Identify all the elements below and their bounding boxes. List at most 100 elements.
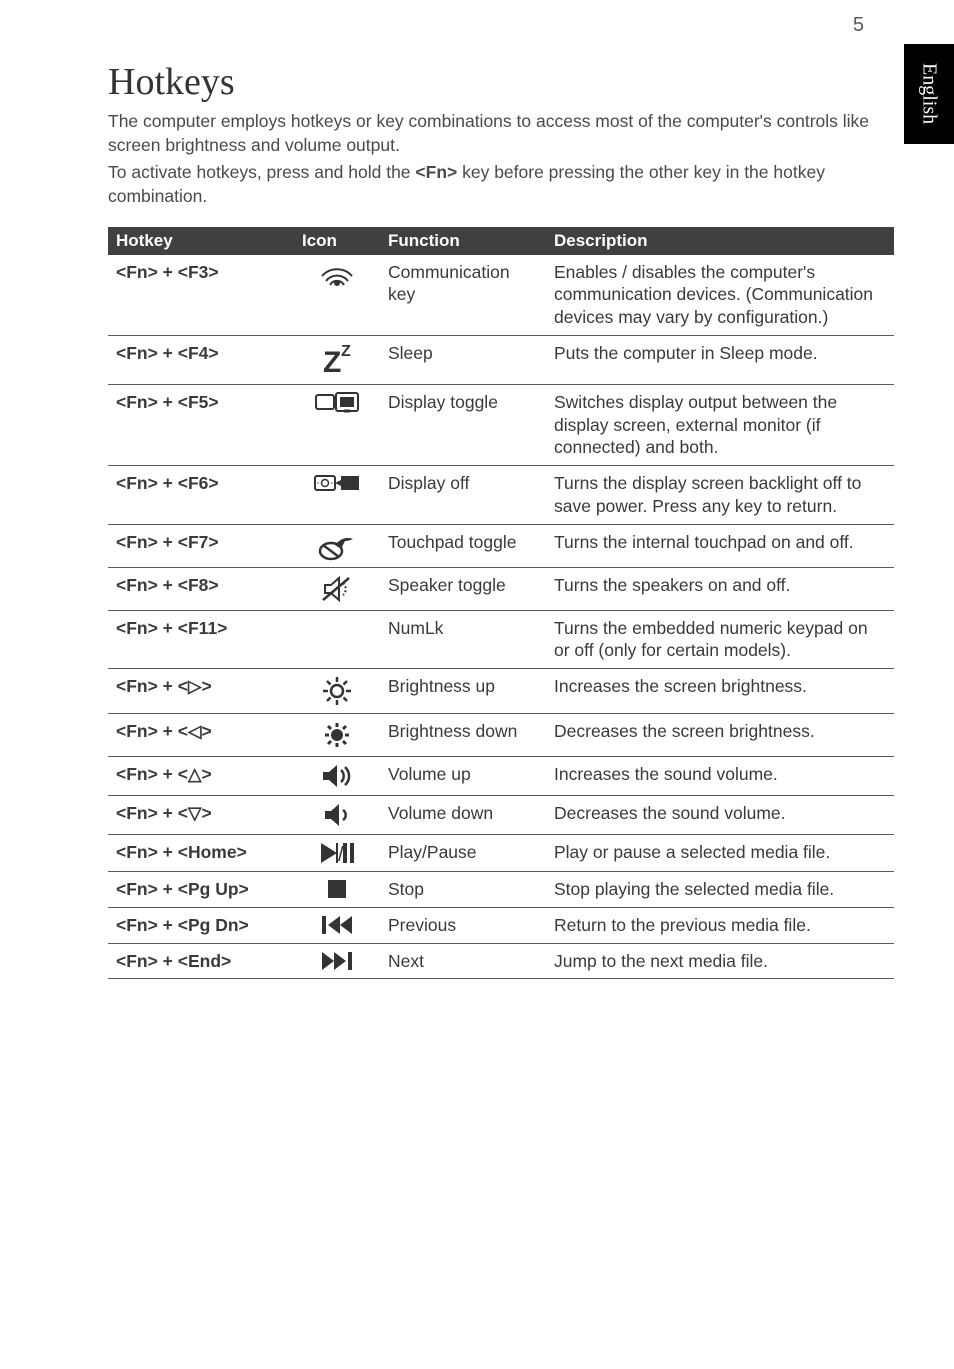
volume-down-icon: [323, 802, 351, 828]
col-icon: Icon: [294, 227, 380, 255]
hotkey-cell: <Fn> + <F6>: [108, 466, 294, 525]
description-cell: Turns the internal touchpad on and off.: [546, 524, 894, 567]
description-cell: Enables / disables the computer's commun…: [546, 255, 894, 336]
icon-cell: [294, 907, 380, 943]
icon-cell: [294, 714, 380, 757]
description-cell: Decreases the sound volume.: [546, 796, 894, 835]
hotkey-cell: <Fn> + <F11>: [108, 610, 294, 669]
hotkey-cell: <Fn> + <◁>: [108, 714, 294, 757]
intro-paragraph-2: To activate hotkeys, press and hold the …: [108, 161, 894, 208]
page-title: Hotkeys: [108, 60, 894, 104]
function-cell: Volume up: [380, 757, 546, 796]
speaker-toggle-icon: [321, 574, 353, 604]
function-cell: Next: [380, 943, 546, 979]
table-row: <Fn> + <F11> NumLk Turns the embedded nu…: [108, 610, 894, 669]
hotkey-cell: <Fn> + <▷>: [108, 669, 294, 714]
icon-cell: [294, 384, 380, 465]
description-cell: Switches display output between the disp…: [546, 384, 894, 465]
description-cell: Decreases the screen brightness.: [546, 714, 894, 757]
icon-cell: [294, 610, 380, 669]
table-row: <Fn> + <End> Next Jump to the next media…: [108, 943, 894, 979]
previous-icon: [320, 914, 354, 936]
page-container: 5 English Hotkeys The computer employs h…: [0, 0, 954, 1019]
col-function: Function: [380, 227, 546, 255]
table-row: <Fn> + <F5> Display toggle Switches disp…: [108, 384, 894, 465]
table-row: <Fn> + <▽> Volume down Decreases the sou…: [108, 796, 894, 835]
table-header-row: Hotkey Icon Function Description: [108, 227, 894, 255]
function-cell: NumLk: [380, 610, 546, 669]
function-cell: Touchpad toggle: [380, 524, 546, 567]
svg-text:/: /: [338, 844, 344, 865]
touchpad-icon: [317, 531, 357, 561]
function-cell: Display toggle: [380, 384, 546, 465]
description-cell: Turns the embedded numeric keypad on or …: [546, 610, 894, 669]
hotkey-cell: <Fn> + <F7>: [108, 524, 294, 567]
col-hotkey: Hotkey: [108, 227, 294, 255]
icon-cell: /: [294, 835, 380, 872]
hotkey-cell: <Fn> + <Pg Up>: [108, 872, 294, 908]
col-description: Description: [546, 227, 894, 255]
function-cell: Sleep: [380, 335, 546, 384]
language-tab: English: [904, 44, 954, 144]
function-cell: Play/Pause: [380, 835, 546, 872]
icon-cell: [294, 567, 380, 610]
intro-paragraph-1: The computer employs hotkeys or key comb…: [108, 110, 894, 157]
wifi-icon: [320, 261, 354, 289]
icon-cell: [294, 796, 380, 835]
hotkey-cell: <Fn> + <Pg Dn>: [108, 907, 294, 943]
display-toggle-icon: [314, 391, 360, 417]
table-row: <Fn> + <F3> Communication key Enables / …: [108, 255, 894, 336]
function-cell: Brightness up: [380, 669, 546, 714]
table-row: <Fn> + <△> Volume up Increases the sound…: [108, 757, 894, 796]
hotkeys-table: Hotkey Icon Function Description <Fn> + …: [108, 227, 894, 980]
play-pause-icon: /: [319, 841, 355, 865]
icon-cell: [294, 466, 380, 525]
description-cell: Increases the sound volume.: [546, 757, 894, 796]
icon-cell: [294, 669, 380, 714]
hotkey-cell: <Fn> + <End>: [108, 943, 294, 979]
hotkey-cell: <Fn> + <▽>: [108, 796, 294, 835]
table-row: <Fn> + <F4> Z Z Sleep Puts the computer …: [108, 335, 894, 384]
function-cell: Volume down: [380, 796, 546, 835]
table-row: <Fn> + <◁> Brightness down Decreases the…: [108, 714, 894, 757]
icon-cell: [294, 757, 380, 796]
description-cell: Turns the speakers on and off.: [546, 567, 894, 610]
table-row: <Fn> + <F8> Speaker toggle Turns the spe…: [108, 567, 894, 610]
description-cell: Jump to the next media file.: [546, 943, 894, 979]
description-cell: Stop playing the selected media file.: [546, 872, 894, 908]
function-cell: Previous: [380, 907, 546, 943]
description-cell: Play or pause a selected media file.: [546, 835, 894, 872]
svg-text:Z: Z: [323, 346, 341, 378]
brightness-down-icon: [322, 720, 352, 750]
description-cell: Turns the display screen backlight off t…: [546, 466, 894, 525]
icon-cell: [294, 872, 380, 908]
hotkey-cell: <Fn> + <F5>: [108, 384, 294, 465]
description-cell: Puts the computer in Sleep mode.: [546, 335, 894, 384]
sleep-icon: Z Z: [317, 342, 357, 378]
function-cell: Brightness down: [380, 714, 546, 757]
icon-cell: [294, 943, 380, 979]
function-cell: Communication key: [380, 255, 546, 336]
hotkey-cell: <Fn> + <F4>: [108, 335, 294, 384]
hotkey-cell: <Fn> + <Home>: [108, 835, 294, 872]
hotkey-cell: <Fn> + <F8>: [108, 567, 294, 610]
table-row: <Fn> + <▷> Brightness up Increases the s…: [108, 669, 894, 714]
function-cell: Display off: [380, 466, 546, 525]
description-cell: Return to the previous media file.: [546, 907, 894, 943]
description-cell: Increases the screen brightness.: [546, 669, 894, 714]
stop-icon: [326, 878, 348, 900]
page-number: 5: [853, 14, 864, 37]
table-row: <Fn> + <Pg Up> Stop Stop playing the sel…: [108, 872, 894, 908]
icon-cell: Z Z: [294, 335, 380, 384]
brightness-up-icon: [321, 675, 353, 707]
icon-cell: [294, 255, 380, 336]
next-icon: [320, 950, 354, 972]
icon-cell: [294, 524, 380, 567]
hotkey-cell: <Fn> + <F3>: [108, 255, 294, 336]
function-cell: Speaker toggle: [380, 567, 546, 610]
volume-up-icon: [321, 763, 353, 789]
display-off-icon: [313, 472, 361, 496]
function-cell: Stop: [380, 872, 546, 908]
table-row: <Fn> + <F7> Touchpad toggle Turns the in…: [108, 524, 894, 567]
svg-text:Z: Z: [341, 343, 351, 360]
